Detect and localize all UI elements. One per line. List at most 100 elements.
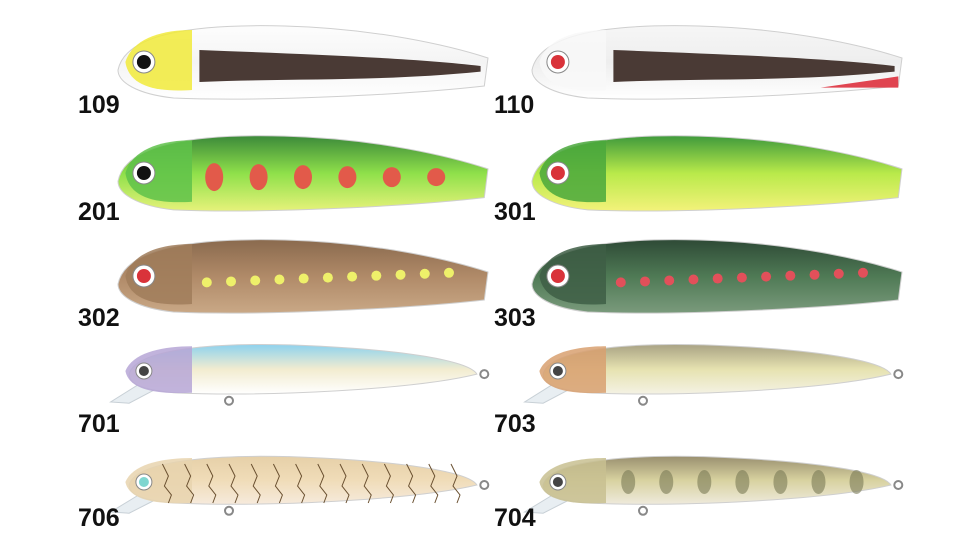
lure-code: 201 — [78, 198, 120, 226]
lure-pupil — [138, 477, 149, 487]
lure-spot — [664, 275, 675, 286]
lure-head — [539, 244, 606, 305]
lure-ring — [638, 395, 648, 406]
lure-spot — [226, 276, 237, 287]
lure-spot — [298, 273, 309, 284]
lure-head — [125, 346, 192, 394]
lure-crack — [184, 463, 195, 504]
lure-crack — [206, 463, 217, 504]
lure-crack — [295, 463, 306, 504]
lure-crack — [361, 463, 372, 504]
lure-head — [539, 346, 606, 394]
lure — [117, 25, 489, 100]
lure-spot — [615, 277, 626, 288]
lure-crack — [161, 463, 172, 504]
lure-pupil — [550, 269, 565, 283]
lure-stripe — [613, 50, 895, 82]
lure-ring — [893, 480, 904, 490]
lure — [523, 344, 904, 406]
lure-spot — [736, 272, 747, 283]
lure-spot — [443, 267, 454, 278]
lure — [522, 455, 904, 516]
lure-head — [125, 30, 192, 91]
lure — [117, 239, 489, 314]
lure-spot — [322, 272, 333, 283]
lure-code: 706 — [78, 504, 120, 532]
lure-spot — [274, 274, 285, 285]
lure-crack — [228, 463, 239, 504]
lure-crack — [406, 463, 417, 504]
lure-spot — [697, 470, 712, 494]
lure-spot — [347, 271, 358, 282]
lure-pupil — [136, 55, 151, 69]
lure-spot — [382, 167, 401, 188]
lure-code: 701 — [78, 410, 120, 438]
lure-spot — [371, 270, 382, 281]
lure — [109, 344, 490, 406]
lure-ring — [638, 505, 648, 516]
lure-code: 110 — [494, 91, 534, 119]
lure-spot — [640, 276, 651, 287]
lure-spot — [833, 268, 844, 279]
lure-ring — [479, 480, 490, 490]
lure-spot — [785, 270, 796, 281]
lure-pupil — [550, 166, 565, 180]
lure-crack — [383, 463, 394, 504]
lure — [117, 135, 489, 212]
lure — [531, 239, 903, 314]
lure-head — [539, 458, 606, 504]
lure-crack — [450, 463, 461, 504]
lure-code: 301 — [494, 198, 536, 226]
lure-spot — [659, 470, 674, 494]
lure-head — [125, 244, 192, 305]
lure-code: 303 — [494, 304, 536, 332]
lure-spot — [419, 268, 430, 279]
lure-spot — [395, 269, 406, 280]
lure-spot — [761, 271, 772, 282]
lure-ring — [224, 395, 234, 406]
lure-spot — [849, 470, 864, 494]
lure-spot — [773, 470, 788, 494]
lure-spot — [712, 273, 723, 284]
lure-crack — [250, 463, 261, 504]
lure-spot — [338, 166, 357, 189]
lure-pupil — [138, 366, 149, 376]
lure-spot — [205, 163, 224, 192]
lure-ring — [893, 369, 904, 380]
lure — [531, 25, 903, 100]
lure-spot — [688, 274, 699, 285]
lure-pupil — [550, 55, 565, 69]
lure-spot — [857, 267, 868, 278]
lure — [108, 455, 490, 516]
lure-belly — [820, 76, 899, 88]
lure-crack — [272, 463, 283, 504]
lure-ring — [479, 369, 490, 380]
lure-spot — [809, 269, 820, 280]
lure-pupil — [136, 269, 151, 283]
lure-code: 109 — [78, 91, 120, 119]
lure-stripe — [199, 50, 481, 82]
lure-ring — [224, 505, 234, 516]
lure — [531, 135, 903, 212]
lure-spot — [735, 470, 750, 494]
lure-spot — [294, 165, 312, 190]
lure-body — [531, 135, 903, 212]
lure-head — [539, 30, 606, 91]
lure-head — [125, 140, 192, 203]
lure-spot — [427, 168, 446, 187]
lure-spot — [249, 164, 268, 191]
lure-pupil — [136, 166, 151, 180]
lure-code: 302 — [78, 304, 120, 332]
lure-spot — [201, 277, 212, 288]
lure-spot — [621, 470, 636, 494]
lure-spot — [811, 470, 826, 494]
lure-head — [125, 458, 192, 504]
lure-spot — [250, 275, 261, 286]
lure-pupil — [552, 477, 563, 487]
lure-code: 704 — [494, 504, 536, 532]
lure-crack — [317, 463, 328, 504]
lure-crack — [428, 463, 439, 504]
lure-code: 703 — [494, 410, 536, 438]
